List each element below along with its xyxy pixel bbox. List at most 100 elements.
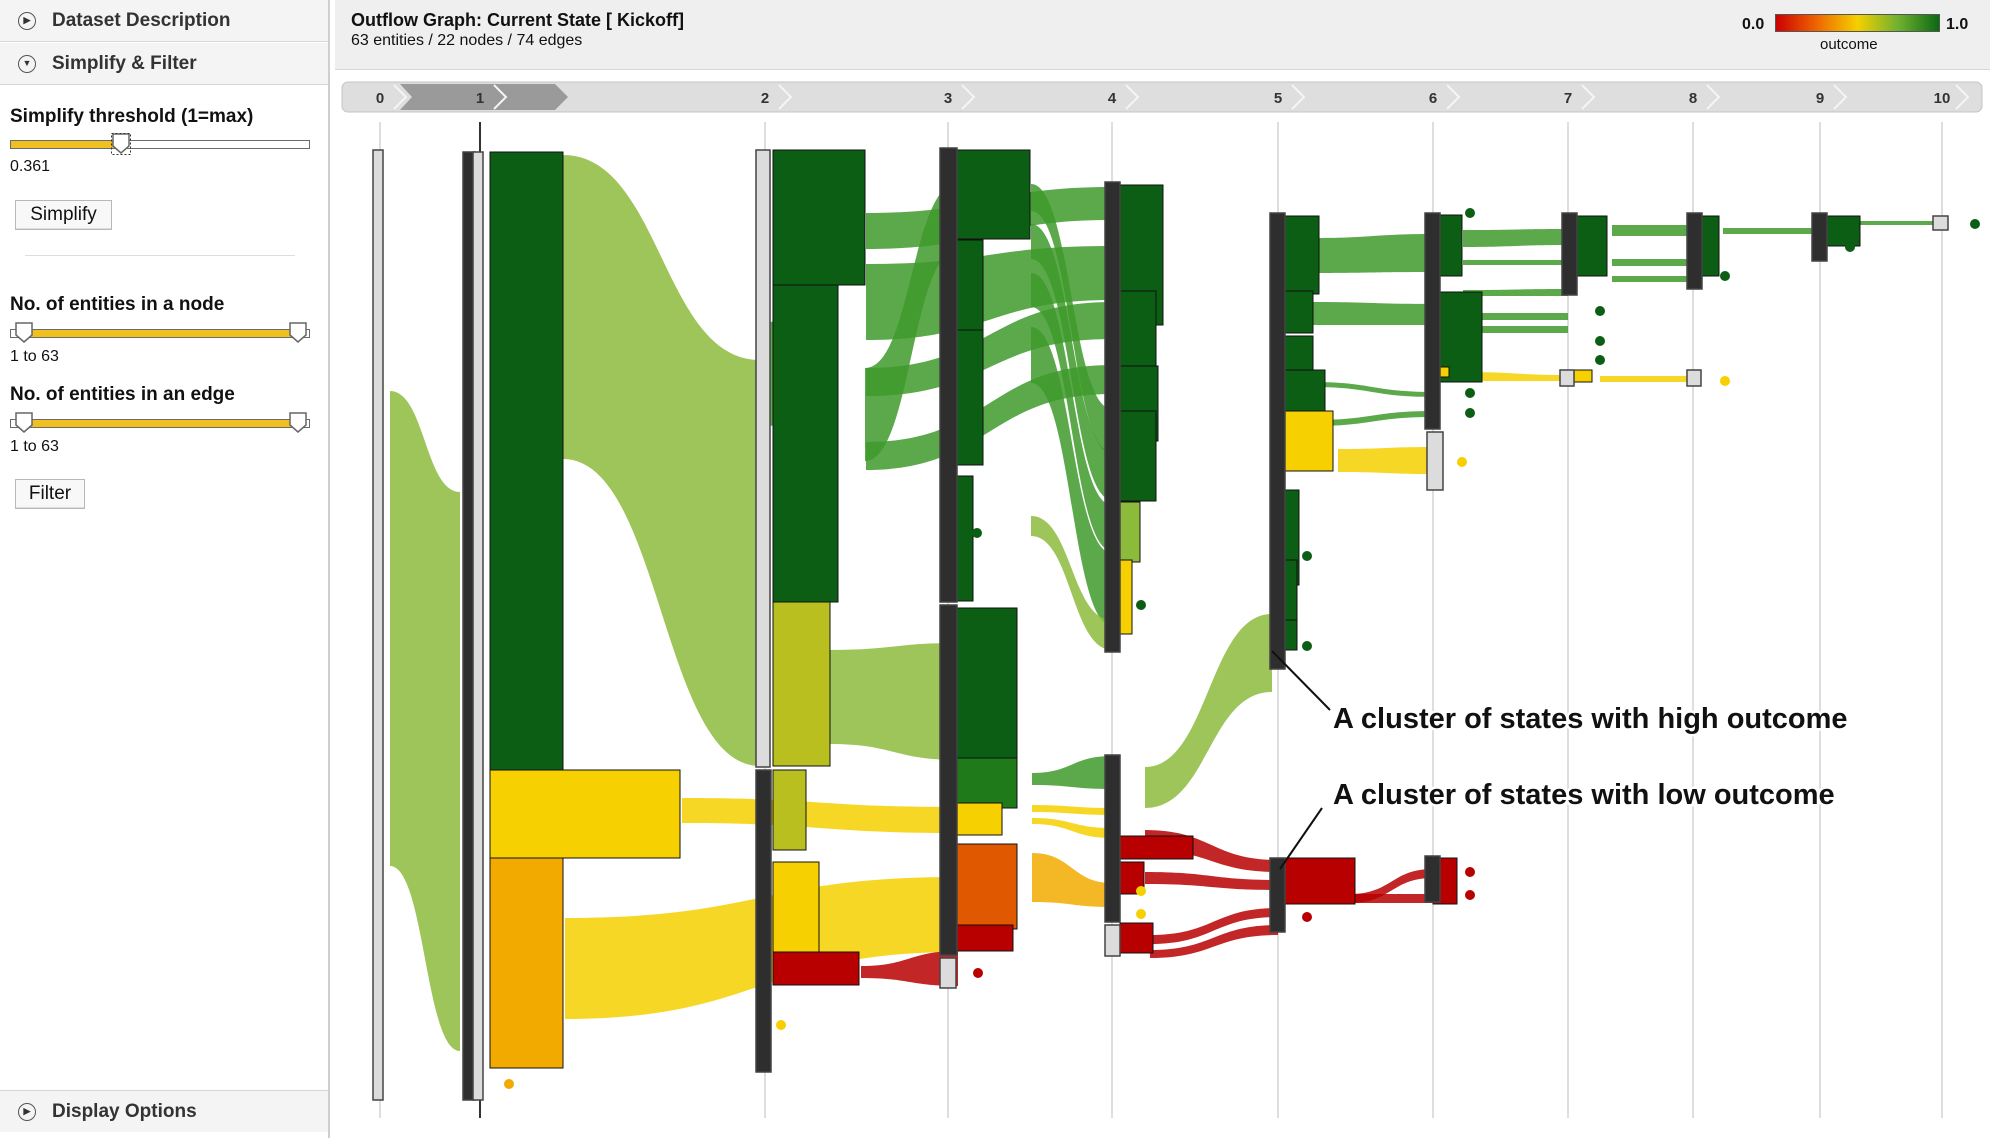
node-outflow-block[interactable] bbox=[956, 149, 1031, 240]
node-outflow-block[interactable] bbox=[956, 475, 974, 602]
state-node[interactable] bbox=[939, 604, 958, 956]
node-outflow-block[interactable] bbox=[956, 239, 984, 331]
timeline-step-4[interactable]: 4 bbox=[1108, 90, 1117, 107]
state-node[interactable] bbox=[1269, 857, 1286, 933]
node-outflow-block[interactable] bbox=[1119, 559, 1133, 635]
outflow-edge[interactable] bbox=[1312, 382, 1433, 397]
state-node[interactable] bbox=[1426, 431, 1444, 491]
outflow-edge[interactable] bbox=[1463, 229, 1568, 247]
outflow-edge[interactable] bbox=[1463, 326, 1568, 333]
dataset-description-header[interactable]: ▶ Dataset Description bbox=[0, 0, 328, 42]
filter-button[interactable]: Filter bbox=[15, 479, 85, 509]
state-node[interactable] bbox=[1424, 212, 1441, 430]
threshold-slider[interactable] bbox=[10, 133, 310, 155]
outflow-edge[interactable] bbox=[1032, 756, 1112, 789]
state-node[interactable] bbox=[755, 769, 772, 1073]
node-outflow-block[interactable] bbox=[956, 924, 1014, 952]
timeline-step-9[interactable]: 9 bbox=[1816, 90, 1824, 107]
node-outflow-block[interactable] bbox=[1284, 857, 1356, 905]
timeline-step-2[interactable]: 2 bbox=[761, 90, 769, 107]
node-outflow-block[interactable] bbox=[956, 329, 984, 466]
outflow-edge[interactable] bbox=[830, 643, 958, 760]
threshold-slider-handle[interactable] bbox=[111, 133, 131, 155]
outflow-edge[interactable] bbox=[1312, 234, 1433, 273]
outflow-edge[interactable] bbox=[1860, 221, 1942, 225]
edge-entities-slider[interactable] bbox=[10, 412, 310, 433]
state-node[interactable] bbox=[1686, 212, 1703, 290]
outflow-edge[interactable] bbox=[1463, 289, 1568, 296]
timeline-step-7[interactable]: 7 bbox=[1564, 90, 1572, 107]
outflow-edge[interactable] bbox=[1612, 225, 1693, 236]
outflow-edge[interactable] bbox=[1350, 894, 1433, 903]
edge-entities-max-handle[interactable] bbox=[288, 412, 308, 434]
node-outflow-block[interactable] bbox=[489, 857, 564, 1069]
state-node[interactable] bbox=[1561, 212, 1578, 296]
outflow-edge[interactable] bbox=[1723, 228, 1820, 234]
outflow-edge[interactable] bbox=[1031, 516, 1112, 650]
simplify-filter-header[interactable]: ▼ Simplify & Filter bbox=[0, 43, 328, 85]
node-outflow-block[interactable] bbox=[1119, 501, 1141, 563]
state-node[interactable] bbox=[1104, 181, 1121, 653]
simplify-button[interactable]: Simplify bbox=[15, 200, 112, 230]
outflow-edge[interactable] bbox=[1031, 224, 1112, 500]
node-outflow-block[interactable] bbox=[772, 951, 860, 986]
state-node[interactable] bbox=[939, 147, 958, 603]
state-node[interactable] bbox=[939, 957, 957, 989]
timeline-step-6[interactable]: 6 bbox=[1429, 90, 1437, 107]
outflow-edge[interactable] bbox=[563, 155, 760, 766]
node-outflow-block[interactable] bbox=[1284, 410, 1334, 472]
outflow-edge[interactable] bbox=[1463, 372, 1568, 381]
node-outflow-block[interactable] bbox=[956, 607, 1018, 759]
timeline-step-0[interactable]: 0 bbox=[376, 90, 384, 107]
outflow-edge[interactable] bbox=[1463, 260, 1568, 265]
outflow-edge[interactable] bbox=[1600, 376, 1693, 382]
outflow-edge[interactable] bbox=[682, 798, 958, 833]
node-outflow-block[interactable] bbox=[1284, 290, 1314, 334]
node-outflow-block[interactable] bbox=[772, 149, 866, 286]
timeline-step-1[interactable]: 1 bbox=[476, 90, 484, 107]
outflow-edge[interactable] bbox=[1031, 273, 1112, 551]
outflow-edge[interactable] bbox=[1338, 447, 1433, 474]
node-outflow-block[interactable] bbox=[489, 151, 564, 771]
node-outflow-block[interactable] bbox=[1571, 369, 1593, 383]
node-outflow-block[interactable] bbox=[1571, 215, 1608, 277]
state-node[interactable] bbox=[1269, 212, 1286, 670]
node-outflow-block[interactable] bbox=[489, 769, 681, 859]
timeline-step-10[interactable]: 10 bbox=[1934, 90, 1951, 107]
state-node[interactable] bbox=[472, 151, 484, 1101]
outflow-edge[interactable] bbox=[1031, 327, 1112, 626]
timeline-track[interactable] bbox=[341, 81, 1983, 113]
node-outflow-block[interactable] bbox=[956, 802, 1003, 836]
state-node[interactable] bbox=[1686, 369, 1702, 387]
timeline-step-3[interactable]: 3 bbox=[944, 90, 952, 107]
state-node[interactable] bbox=[1424, 855, 1441, 903]
outflow-edge[interactable] bbox=[1463, 313, 1568, 320]
outflow-edge[interactable] bbox=[1612, 276, 1693, 282]
node-outflow-block[interactable] bbox=[956, 843, 1018, 930]
outflow-edge[interactable] bbox=[1032, 853, 1112, 907]
node-outflow-block[interactable] bbox=[772, 769, 807, 851]
outflow-edge[interactable] bbox=[1145, 872, 1278, 890]
outflow-edge[interactable] bbox=[1145, 614, 1272, 808]
node-outflow-block[interactable] bbox=[1284, 215, 1320, 295]
outflow-edge[interactable] bbox=[1150, 925, 1278, 958]
timeline-step-8[interactable]: 8 bbox=[1689, 90, 1697, 107]
state-node[interactable] bbox=[1559, 369, 1575, 387]
edge-entities-min-handle[interactable] bbox=[14, 412, 34, 434]
node-outflow-block[interactable] bbox=[1119, 922, 1154, 954]
outflow-edge[interactable] bbox=[1032, 818, 1112, 838]
node-outflow-block[interactable] bbox=[772, 284, 839, 603]
node-outflow-block[interactable] bbox=[1119, 410, 1157, 502]
outflow-edge[interactable] bbox=[1312, 411, 1433, 426]
node-entities-min-handle[interactable] bbox=[14, 322, 34, 344]
outflow-edge[interactable] bbox=[1612, 259, 1693, 266]
node-entities-max-handle[interactable] bbox=[288, 322, 308, 344]
display-options-header[interactable]: ▶ Display Options bbox=[0, 1090, 328, 1132]
state-node[interactable] bbox=[372, 149, 384, 1101]
node-outflow-block[interactable] bbox=[956, 757, 1018, 809]
timeline-bar[interactable]: 0 1 2 3 4 5 6 7 8 9 10 bbox=[341, 81, 1983, 113]
node-entities-slider[interactable] bbox=[10, 322, 310, 343]
state-node[interactable] bbox=[1932, 215, 1949, 231]
node-outflow-block[interactable] bbox=[772, 601, 831, 767]
node-outflow-block[interactable] bbox=[1119, 835, 1194, 860]
